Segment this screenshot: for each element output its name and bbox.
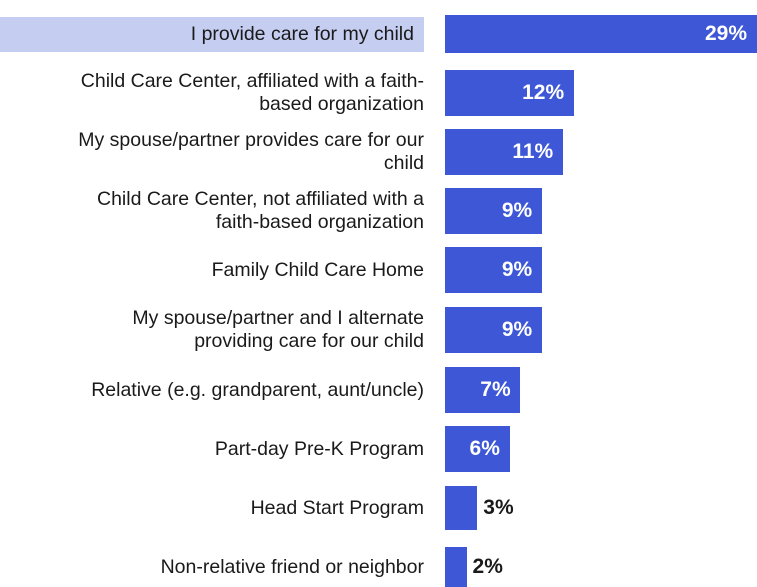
value-label: 11%	[512, 140, 554, 163]
category-label-line: Part-day Pre-K Program	[214, 437, 424, 460]
bar	[445, 70, 575, 116]
value-label: 9%	[501, 199, 533, 222]
value-label: 6%	[469, 437, 500, 460]
category-label-line: Child Care Center, not affiliated with a	[97, 188, 424, 210]
category-label: My spouse/partner and I alternate providi…	[0, 307, 424, 353]
category-label: Child Care Center, not affiliated with a…	[0, 188, 424, 234]
value-label: 2%	[472, 555, 503, 578]
bar	[445, 307, 542, 353]
category-label: Non-relative friend or neighbor	[0, 556, 424, 579]
value-label: 29%	[705, 22, 748, 45]
category-label: Family Child Care Home	[0, 259, 424, 282]
category-label: I provide care for my child	[0, 16, 424, 52]
category-label-line: Non-relative friend or neighbor	[160, 555, 424, 578]
bar	[445, 129, 564, 175]
category-label: Child Care Center, affiliated with a fai…	[0, 70, 424, 116]
category-label-line: My spouse/partner and I alternate	[132, 307, 424, 329]
category-label: Relative (e.g. grandparent, aunt/uncle)	[0, 379, 424, 402]
value-label: 12%	[522, 81, 565, 104]
value-label: 9%	[501, 318, 533, 341]
bar	[445, 547, 467, 587]
category-label-line: child	[383, 152, 424, 174]
category-label: Head Start Program	[0, 497, 424, 520]
value-label: 7%	[480, 378, 511, 401]
category-label-line: Head Start Program	[250, 496, 424, 519]
category-label-line: Relative (e.g. grandparent, aunt/uncle)	[91, 378, 424, 401]
value-label: 9%	[501, 258, 533, 281]
category-label-line: Child Care Center, affiliated with a fai…	[80, 70, 424, 92]
category-label-line: providing care for our child	[194, 330, 424, 352]
category-label-line: I provide care for my child	[190, 22, 414, 45]
bar	[445, 15, 757, 53]
bar	[445, 367, 521, 413]
category-label-line: based organization	[259, 93, 424, 115]
category-label: My spouse/partner provides care for our c…	[0, 129, 424, 175]
category-label-line: My spouse/partner provides care for our	[78, 129, 424, 151]
bar	[445, 247, 542, 293]
bar	[445, 486, 478, 530]
category-label: Part-day Pre-K Program	[0, 438, 424, 461]
value-label: 3%	[483, 496, 514, 519]
category-label-line: faith-based organization	[215, 211, 424, 233]
category-label-line: Family Child Care Home	[211, 258, 424, 281]
bar	[445, 426, 510, 472]
bar	[445, 188, 542, 234]
